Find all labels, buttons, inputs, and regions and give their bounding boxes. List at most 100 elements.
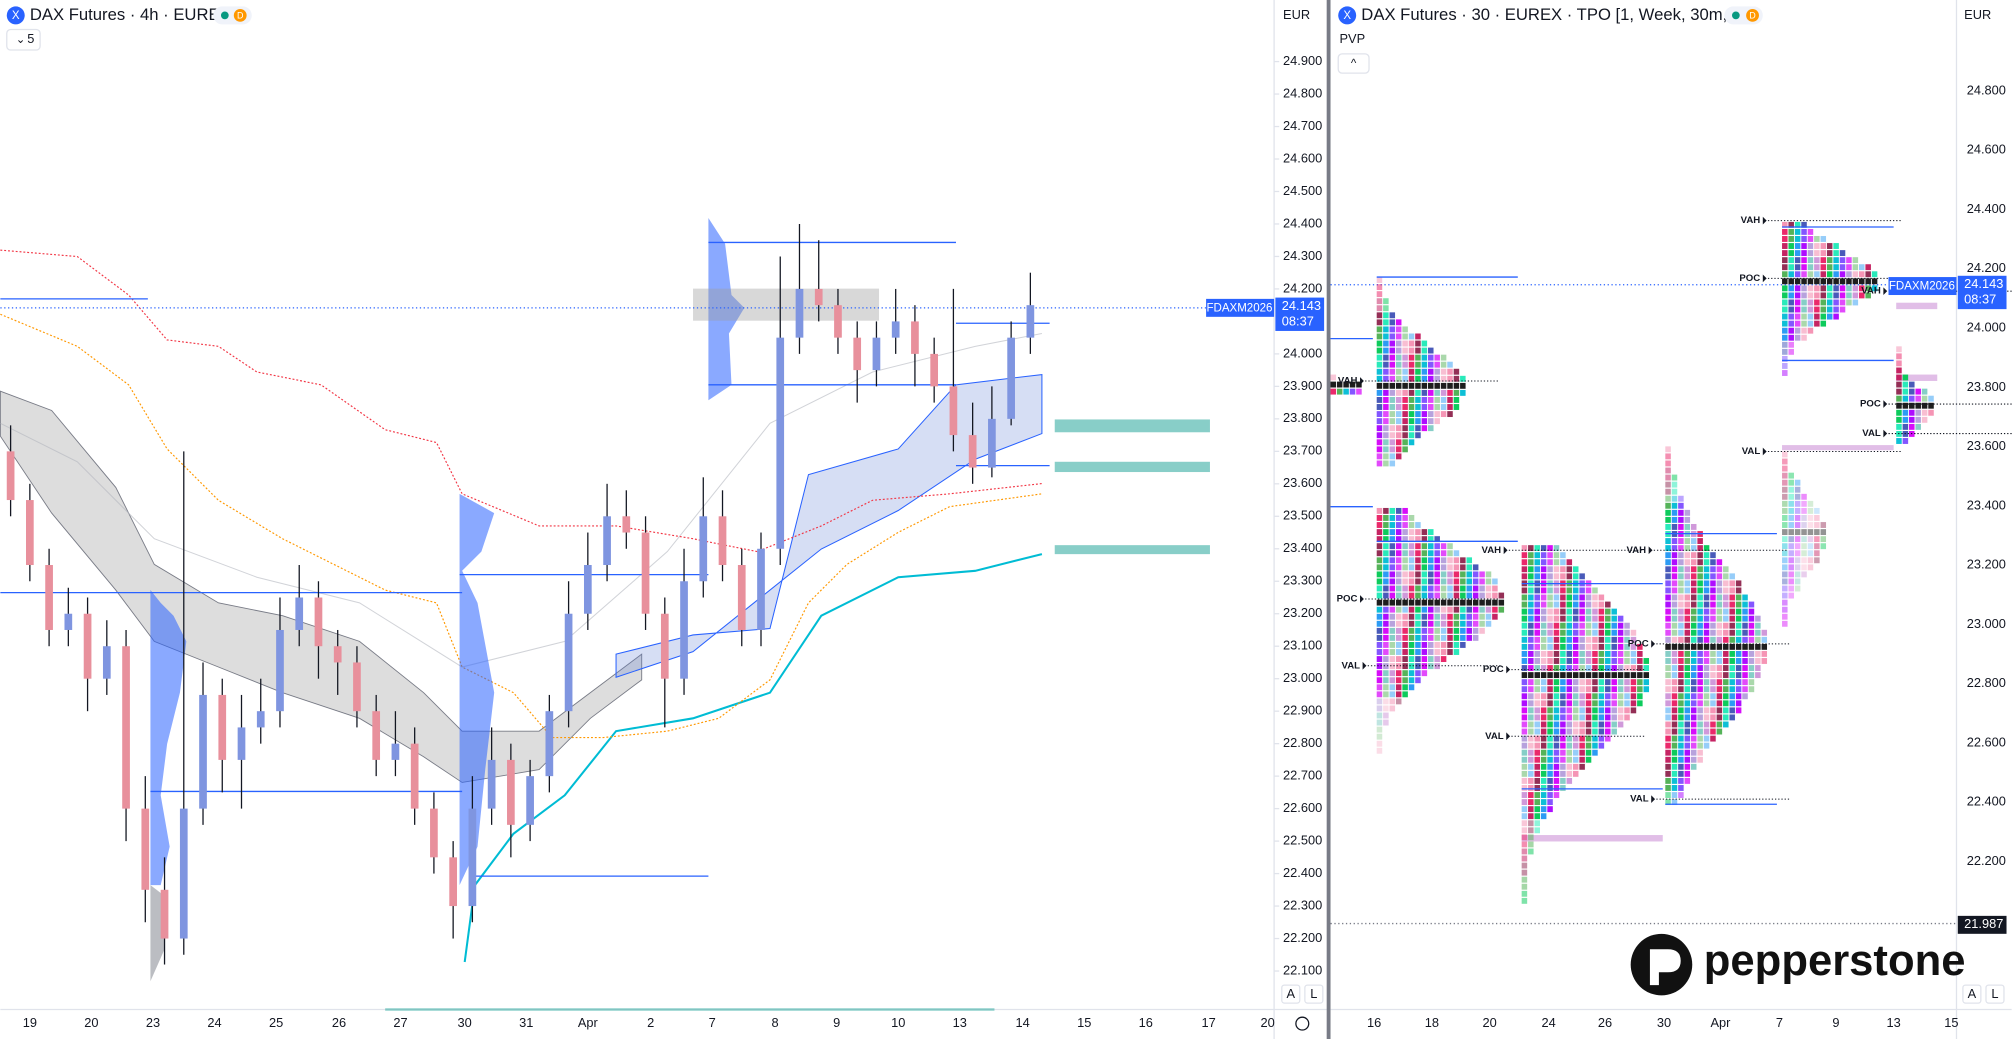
- tpo-block: [1540, 665, 1547, 671]
- tpo-block: [1528, 841, 1534, 848]
- tpo-block: [1447, 404, 1453, 410]
- tpo-block: [1547, 756, 1553, 763]
- tpo-block: [1814, 264, 1820, 271]
- tpo-block: [1389, 656, 1396, 663]
- tpo-block: [1376, 439, 1383, 446]
- tpo-block: [1534, 650, 1540, 657]
- currency[interactable]: EUR: [1283, 7, 1310, 22]
- tpo-block: [1572, 700, 1579, 707]
- tpo-block: [1782, 606, 1788, 613]
- candle-body: [891, 321, 900, 338]
- tpo-block: [1684, 749, 1691, 756]
- collapse-button[interactable]: [6, 28, 41, 51]
- tpo-block: [1453, 382, 1460, 389]
- tpo-block: [1671, 777, 1678, 784]
- candle-body: [930, 353, 939, 387]
- tpo-block: [1678, 538, 1684, 544]
- tpo-block: [1434, 543, 1440, 550]
- tpo-block: [1547, 686, 1553, 693]
- tpo-block: [1395, 326, 1402, 333]
- tpo-block: [1788, 348, 1794, 355]
- tpo-block: [1389, 368, 1396, 375]
- tpo-block: [1415, 606, 1421, 613]
- tpo-block: [1528, 643, 1534, 650]
- tpo-block: [1909, 409, 1915, 416]
- tpo-block: [1697, 622, 1703, 629]
- log-button[interactable]: [1985, 984, 2005, 1004]
- tpo-block: [1389, 620, 1396, 627]
- tpo-block: [1395, 425, 1402, 432]
- tpo-block: [1528, 629, 1534, 636]
- tpo-block: [1678, 742, 1684, 749]
- tpo-block: [1723, 650, 1729, 657]
- tpo-block: [1611, 679, 1617, 686]
- tpo-block: [1460, 375, 1466, 382]
- tpo-block: [1553, 629, 1560, 636]
- tpo-block: [1408, 571, 1415, 578]
- tpo-block: [1605, 700, 1611, 707]
- tpo-block: [1560, 629, 1566, 636]
- tpo-block: [1794, 507, 1801, 514]
- tpo-block: [1534, 665, 1540, 671]
- tpo-block: [1415, 340, 1421, 347]
- tpo-block: [1896, 381, 1902, 388]
- tpo-block: [1605, 721, 1611, 728]
- low-price: 21.987: [1964, 916, 2003, 931]
- tpo-block: [1710, 672, 1716, 679]
- tpo-block: [1735, 594, 1742, 601]
- tpo-block: [1716, 679, 1723, 686]
- profile-arrow: [1360, 595, 1364, 603]
- tpo-block: [1579, 756, 1585, 763]
- tpo-block: [1755, 650, 1761, 657]
- tpo-block: [1902, 374, 1909, 381]
- tpo-block: [1637, 672, 1643, 679]
- tpo-block: [1782, 571, 1788, 578]
- auto-button[interactable]: [1281, 984, 1301, 1004]
- currency[interactable]: EUR: [1964, 7, 1991, 22]
- tpo-block: [1585, 622, 1592, 629]
- tpo-block: [1521, 672, 1528, 679]
- x-tick-label: 7: [709, 1015, 716, 1030]
- tpo-block: [1402, 397, 1408, 403]
- tpo-block: [1592, 608, 1598, 615]
- candle-body: [757, 548, 765, 630]
- tpo-block: [1383, 522, 1389, 528]
- tpo-block: [1540, 714, 1547, 721]
- tpo-block: [1782, 285, 1788, 292]
- tpo-block: [1871, 285, 1878, 292]
- tpo-block: [1521, 785, 1528, 791]
- tpo-block: [1528, 827, 1534, 834]
- tpo-block: [1678, 735, 1684, 742]
- tpo-block: [1553, 742, 1560, 749]
- settings-icon[interactable]: [1295, 1016, 1310, 1031]
- tpo-block: [1447, 382, 1453, 389]
- tpo-block: [1794, 236, 1801, 242]
- auto-label: A: [1968, 986, 1977, 1001]
- tpo-block: [1560, 622, 1566, 629]
- tpo-block: [1415, 522, 1421, 528]
- tpo-block: [1395, 507, 1402, 514]
- tpo-block: [1678, 749, 1684, 756]
- tpo-block: [1547, 777, 1553, 784]
- tpo-block: [1376, 670, 1383, 677]
- tpo-block: [1678, 502, 1684, 509]
- tpo-block: [1865, 264, 1871, 271]
- tpo-block: [1585, 658, 1592, 664]
- tpo-block: [1383, 536, 1389, 543]
- auto-button[interactable]: [1962, 984, 1982, 1004]
- candle-body: [276, 629, 284, 712]
- tpo-block: [1440, 543, 1447, 550]
- tpo-block: [1703, 714, 1710, 721]
- tpo-block: [1794, 271, 1801, 278]
- tpo-block: [1383, 557, 1389, 564]
- tpo-block: [1572, 629, 1579, 636]
- tpo-block: [1865, 292, 1871, 299]
- expand-button[interactable]: [1337, 53, 1370, 74]
- log-button[interactable]: [1304, 984, 1324, 1004]
- tpo-block: [1748, 672, 1755, 679]
- tpo-block: [1579, 622, 1585, 629]
- tpo-block: [1560, 608, 1566, 615]
- tpo-block: [1630, 700, 1637, 707]
- tpo-block: [1547, 806, 1553, 813]
- tpo-block: [1553, 608, 1560, 615]
